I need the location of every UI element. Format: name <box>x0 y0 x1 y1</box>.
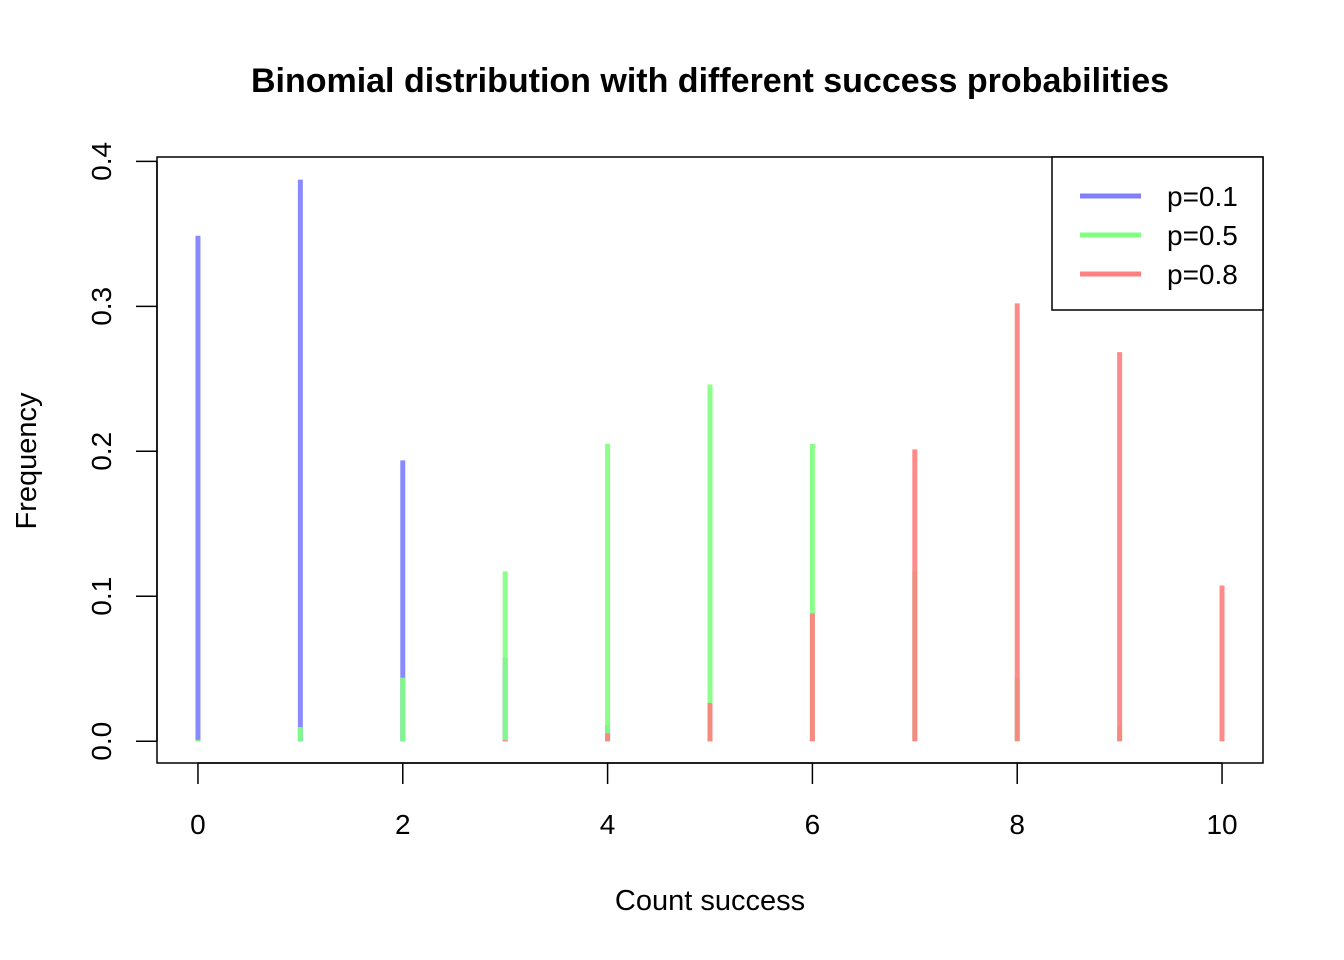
legend-label: p=0.1 <box>1167 181 1238 212</box>
chart-title: Binomial distribution with different suc… <box>251 62 1169 100</box>
legend-label: p=0.8 <box>1167 259 1238 290</box>
x-tick-label: 6 <box>805 809 821 840</box>
x-tick-label: 0 <box>190 809 206 840</box>
x-axis-label: Count success <box>615 885 805 917</box>
x-tick-label: 8 <box>1009 809 1025 840</box>
bars <box>195 179 1225 742</box>
legend-label: p=0.5 <box>1167 220 1238 251</box>
x-axis: 0 2 4 6 8 10 <box>190 762 1238 840</box>
x-tick-label: 4 <box>600 809 616 840</box>
y-axis: 0.0 0.1 0.2 0.3 0.4 <box>86 142 158 761</box>
y-axis-label: Frequency <box>11 392 43 530</box>
legend: p=0.1 p=0.5 p=0.8 <box>1051 156 1264 311</box>
y-tick-label: 0.1 <box>86 577 117 616</box>
x-tick-label: 10 <box>1206 809 1237 840</box>
y-tick-label: 0.0 <box>86 722 117 761</box>
y-tick-label: 0.3 <box>86 287 117 326</box>
x-tick-label: 2 <box>395 809 411 840</box>
y-tick-label: 0.2 <box>86 432 117 471</box>
y-tick-label: 0.4 <box>86 142 117 181</box>
